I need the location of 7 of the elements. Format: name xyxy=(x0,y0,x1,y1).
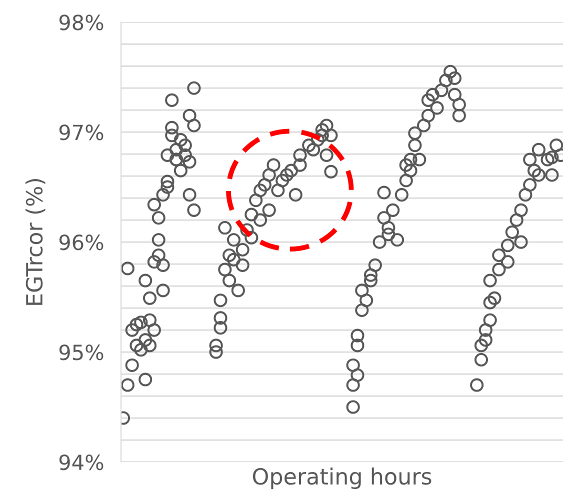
x-axis-title: Operating hours xyxy=(252,468,432,490)
y-tick-label: 95% xyxy=(59,344,104,360)
y-tick-label: 97% xyxy=(59,124,104,140)
y-tick-label: 98% xyxy=(59,14,104,30)
y-tick-label: 94% xyxy=(59,454,104,470)
y-tick-label: 96% xyxy=(59,234,104,250)
y-axis-title: EGTrcor (%) xyxy=(25,179,46,305)
